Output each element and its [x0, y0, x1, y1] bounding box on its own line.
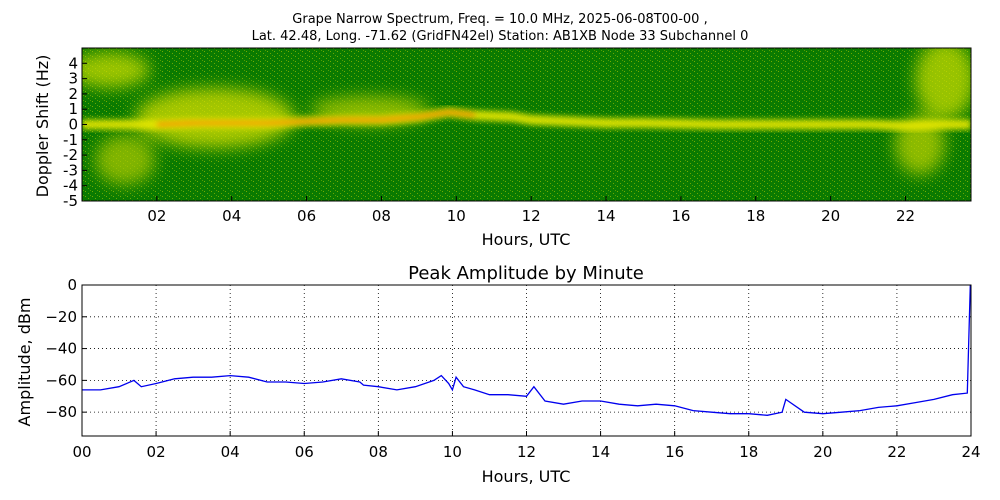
spectrogram-x-tick-label: 04 — [222, 207, 241, 225]
amplitude-x-tick-label: 20 — [813, 443, 832, 461]
doppler-trace-peak — [156, 110, 476, 126]
amplitude-title: Peak Amplitude by Minute — [408, 263, 644, 284]
spectrogram-x-tick-label: 06 — [297, 207, 316, 225]
amplitude-x-tick-label: 04 — [221, 443, 240, 461]
amplitude-x-tick-label: 12 — [517, 443, 536, 461]
spectrogram-image — [82, 48, 971, 201]
amplitude-x-tick-label: 16 — [665, 443, 684, 461]
spectrogram-y-label: Doppler Shift (Hz) — [33, 55, 52, 198]
amplitude-plot-area — [82, 285, 971, 436]
amplitude-y-tick-label: −80 — [45, 403, 77, 421]
amplitude-x-tick-label: 14 — [591, 443, 610, 461]
spectrogram-y-tick-label: 0 — [68, 116, 78, 134]
amplitude-x-tick-label: 18 — [739, 443, 758, 461]
spectrogram-y-tick-label: -4 — [63, 177, 78, 195]
amplitude-x-tick-label: 08 — [369, 443, 388, 461]
spectrogram-x-label: Hours, UTC — [482, 230, 571, 249]
spectrogram-y-tick-label: -1 — [63, 131, 78, 149]
spectrogram-y-tick-label: -2 — [63, 146, 78, 164]
amplitude-x-label: Hours, UTC — [482, 467, 571, 486]
amplitude-axes: 00 02 04 06 08 10 12 14 16 18 20 22 24 0 −20 −40 −60 −80 — [45, 276, 980, 461]
amplitude-x-tick-label: 06 — [295, 443, 314, 461]
spectrogram-x-tick-label: 14 — [596, 207, 615, 225]
amplitude-y-label: Amplitude, dBm — [15, 298, 34, 427]
amplitude-y-tick-label: 0 — [67, 276, 77, 294]
spectrogram-x-tick-label: 08 — [372, 207, 391, 225]
amplitude-grid — [82, 285, 971, 436]
amplitude-y-tick-label: −20 — [45, 308, 77, 326]
spectrogram-y-tick-label: -3 — [63, 161, 78, 179]
amplitude-x-tick-label: 24 — [961, 443, 980, 461]
spectrogram-y-tick-label: 2 — [68, 85, 78, 103]
amplitude-x-tick-label: 00 — [72, 443, 91, 461]
spectrogram-x-tick-label: 22 — [896, 207, 915, 225]
amplitude-panel: Peak Amplitude by Minute 00 02 04 06 08 10 12 1… — [15, 263, 981, 486]
amplitude-x-tick-label: 02 — [147, 443, 166, 461]
spectrogram-x-tick-label: 12 — [522, 207, 541, 225]
spectrogram-y-tick-label: 4 — [68, 54, 78, 72]
amplitude-series-line — [82, 285, 971, 416]
spectrogram-x-tick-label: 16 — [671, 207, 690, 225]
spectrogram-x-tick-label: 20 — [821, 207, 840, 225]
doppler-trace — [82, 107, 971, 132]
spectrogram-x-tick-label: 02 — [147, 207, 166, 225]
amplitude-y-tick-label: −60 — [45, 371, 77, 389]
spectrogram-y-tick-label: 1 — [68, 100, 78, 118]
spectrogram-x-tick-label: 10 — [447, 207, 466, 225]
amplitude-y-tick-label: −40 — [45, 340, 77, 358]
spectrogram-y-tick-label: -5 — [63, 192, 78, 210]
spectrogram-x-tick-label: 18 — [746, 207, 765, 225]
chart-title-line-1: Grape Narrow Spectrum, Freq. = 10.0 MHz,… — [292, 12, 708, 27]
amplitude-x-tick-label: 10 — [443, 443, 462, 461]
spectrogram-y-tick-label: 3 — [68, 70, 78, 88]
chart-title-line-2: Lat. 42.48, Long. -71.62 (GridFN42el) St… — [251, 29, 749, 44]
amplitude-x-tick-label: 22 — [887, 443, 906, 461]
